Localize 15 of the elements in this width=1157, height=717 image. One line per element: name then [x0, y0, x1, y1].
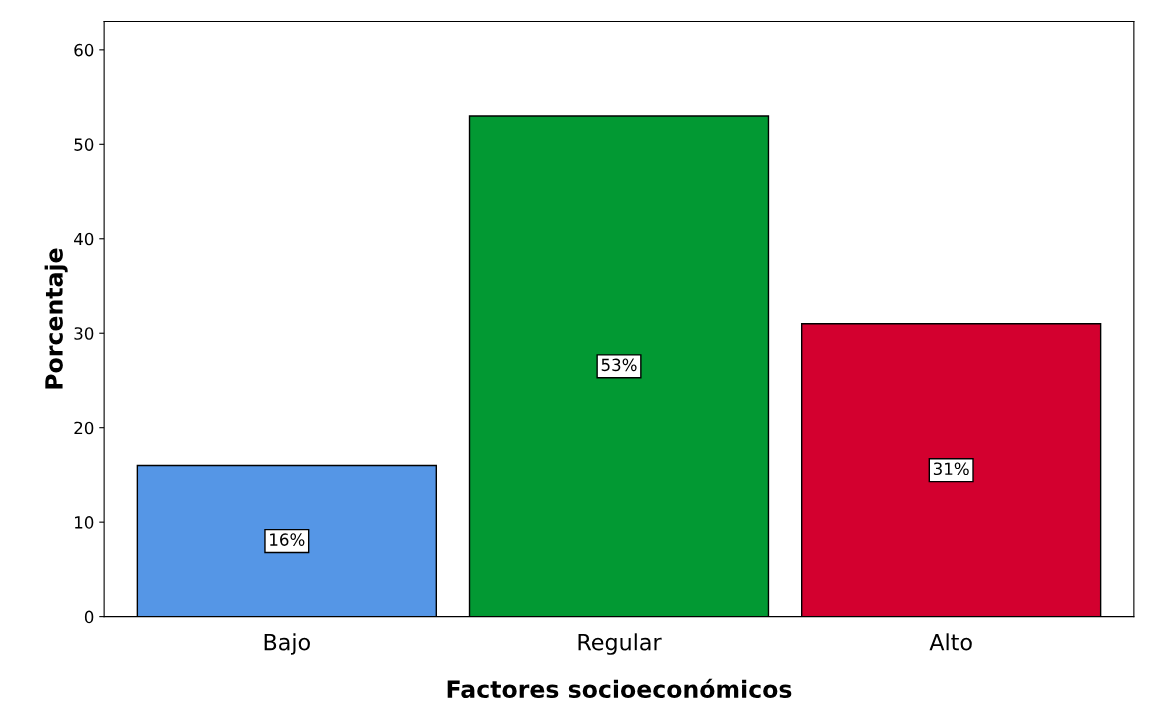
x-tick-label: Bajo	[264, 633, 310, 655]
y-tick-label: 10	[75, 516, 94, 529]
data-label: 16%	[270, 533, 305, 546]
y-tick-label: 0	[84, 610, 94, 624]
y-tick-label: 50	[74, 138, 94, 151]
x-tick-label: Alto	[929, 633, 972, 651]
data-label: 31%	[933, 462, 969, 476]
y-axis-title: Porcentaje	[44, 248, 68, 389]
y-tick-label: 20	[74, 421, 94, 435]
y-tick-label: 60	[74, 43, 94, 57]
y-tick-label: 30	[74, 327, 94, 340]
x-axis-title: Factores socioeconómicos	[447, 678, 792, 699]
y-tick-label: 40	[74, 232, 94, 246]
x-tick-label: Regular	[578, 633, 662, 655]
data-label: 53%	[601, 358, 637, 372]
